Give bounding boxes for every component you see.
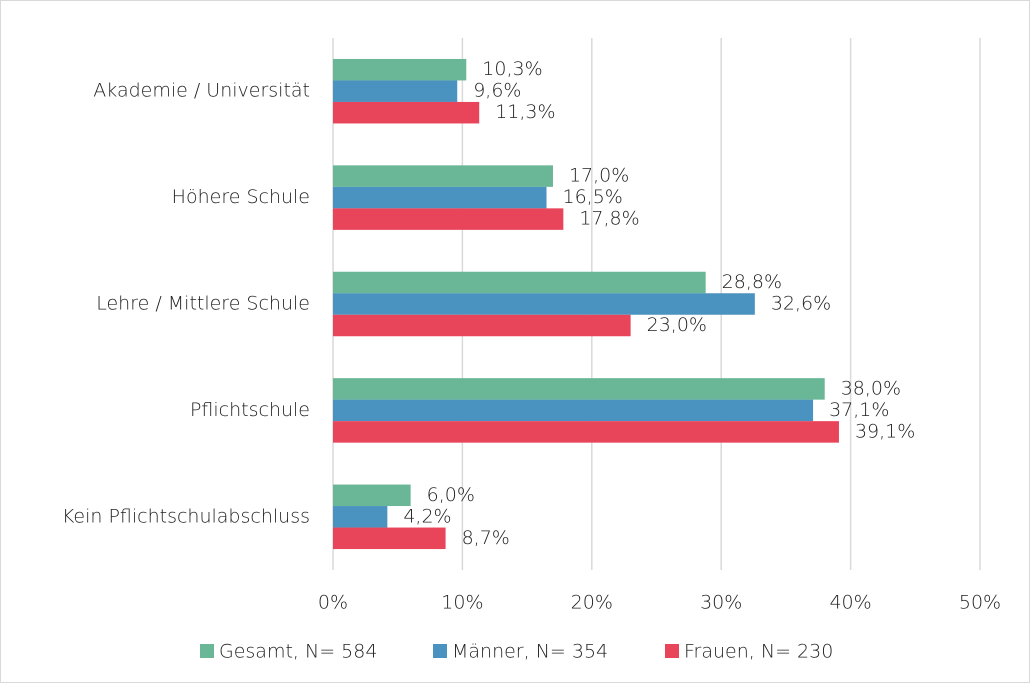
- x-tick-label: 0%: [318, 592, 348, 614]
- bar: [333, 186, 547, 209]
- y-tick-label: Akademie / Universität: [93, 80, 310, 102]
- x-tick-label: 10%: [441, 592, 483, 614]
- y-tick-label: Höhere Schule: [172, 186, 310, 208]
- y-tick-label: Lehre / Mittlere Schule: [96, 293, 310, 315]
- legend-swatch: [665, 644, 679, 658]
- bar: [333, 293, 755, 315]
- x-tick-label: 30%: [700, 592, 742, 614]
- y-tick-label: Pflichtschule: [190, 399, 310, 421]
- value-label: 38,0%: [841, 377, 901, 399]
- value-label: 23,0%: [647, 314, 707, 336]
- value-label: 9,6%: [473, 80, 521, 102]
- y-tick-label: Kein Pflichtschulabschluss: [62, 505, 310, 527]
- bar: [333, 527, 446, 550]
- value-label: 39,1%: [855, 420, 915, 442]
- bar: [333, 101, 480, 124]
- x-tick-label: 20%: [571, 592, 613, 614]
- legend-swatch: [433, 644, 447, 658]
- value-label: 37,1%: [829, 399, 889, 421]
- x-tick-label: 40%: [829, 592, 871, 614]
- value-label: 10,3%: [482, 58, 542, 80]
- value-label: 6,0%: [427, 484, 475, 506]
- legend-label: Männer, N= 354: [452, 641, 608, 663]
- value-label: 17,8%: [579, 208, 639, 230]
- legend-label: Gesamt, N= 584: [219, 641, 377, 663]
- bar: [333, 58, 467, 81]
- bar: [333, 80, 458, 102]
- legend-label: Frauen, N= 230: [684, 641, 833, 663]
- bar: [333, 314, 631, 337]
- value-label: 28,8%: [722, 271, 782, 293]
- bar: [333, 271, 706, 294]
- bar: [333, 165, 553, 187]
- value-label: 11,3%: [495, 101, 555, 123]
- bar: [333, 484, 411, 507]
- bar: [333, 506, 388, 528]
- legend-swatch: [200, 644, 214, 658]
- value-label: 4,2%: [403, 505, 451, 527]
- bar: [333, 208, 564, 230]
- value-label: 17,0%: [569, 165, 629, 187]
- value-label: 32,6%: [771, 293, 831, 315]
- bar: [333, 421, 839, 443]
- value-label: 16,5%: [563, 186, 623, 208]
- x-tick-label: 50%: [959, 592, 1001, 614]
- bar: [333, 378, 825, 400]
- bar: [333, 399, 814, 422]
- value-label: 8,7%: [462, 527, 510, 549]
